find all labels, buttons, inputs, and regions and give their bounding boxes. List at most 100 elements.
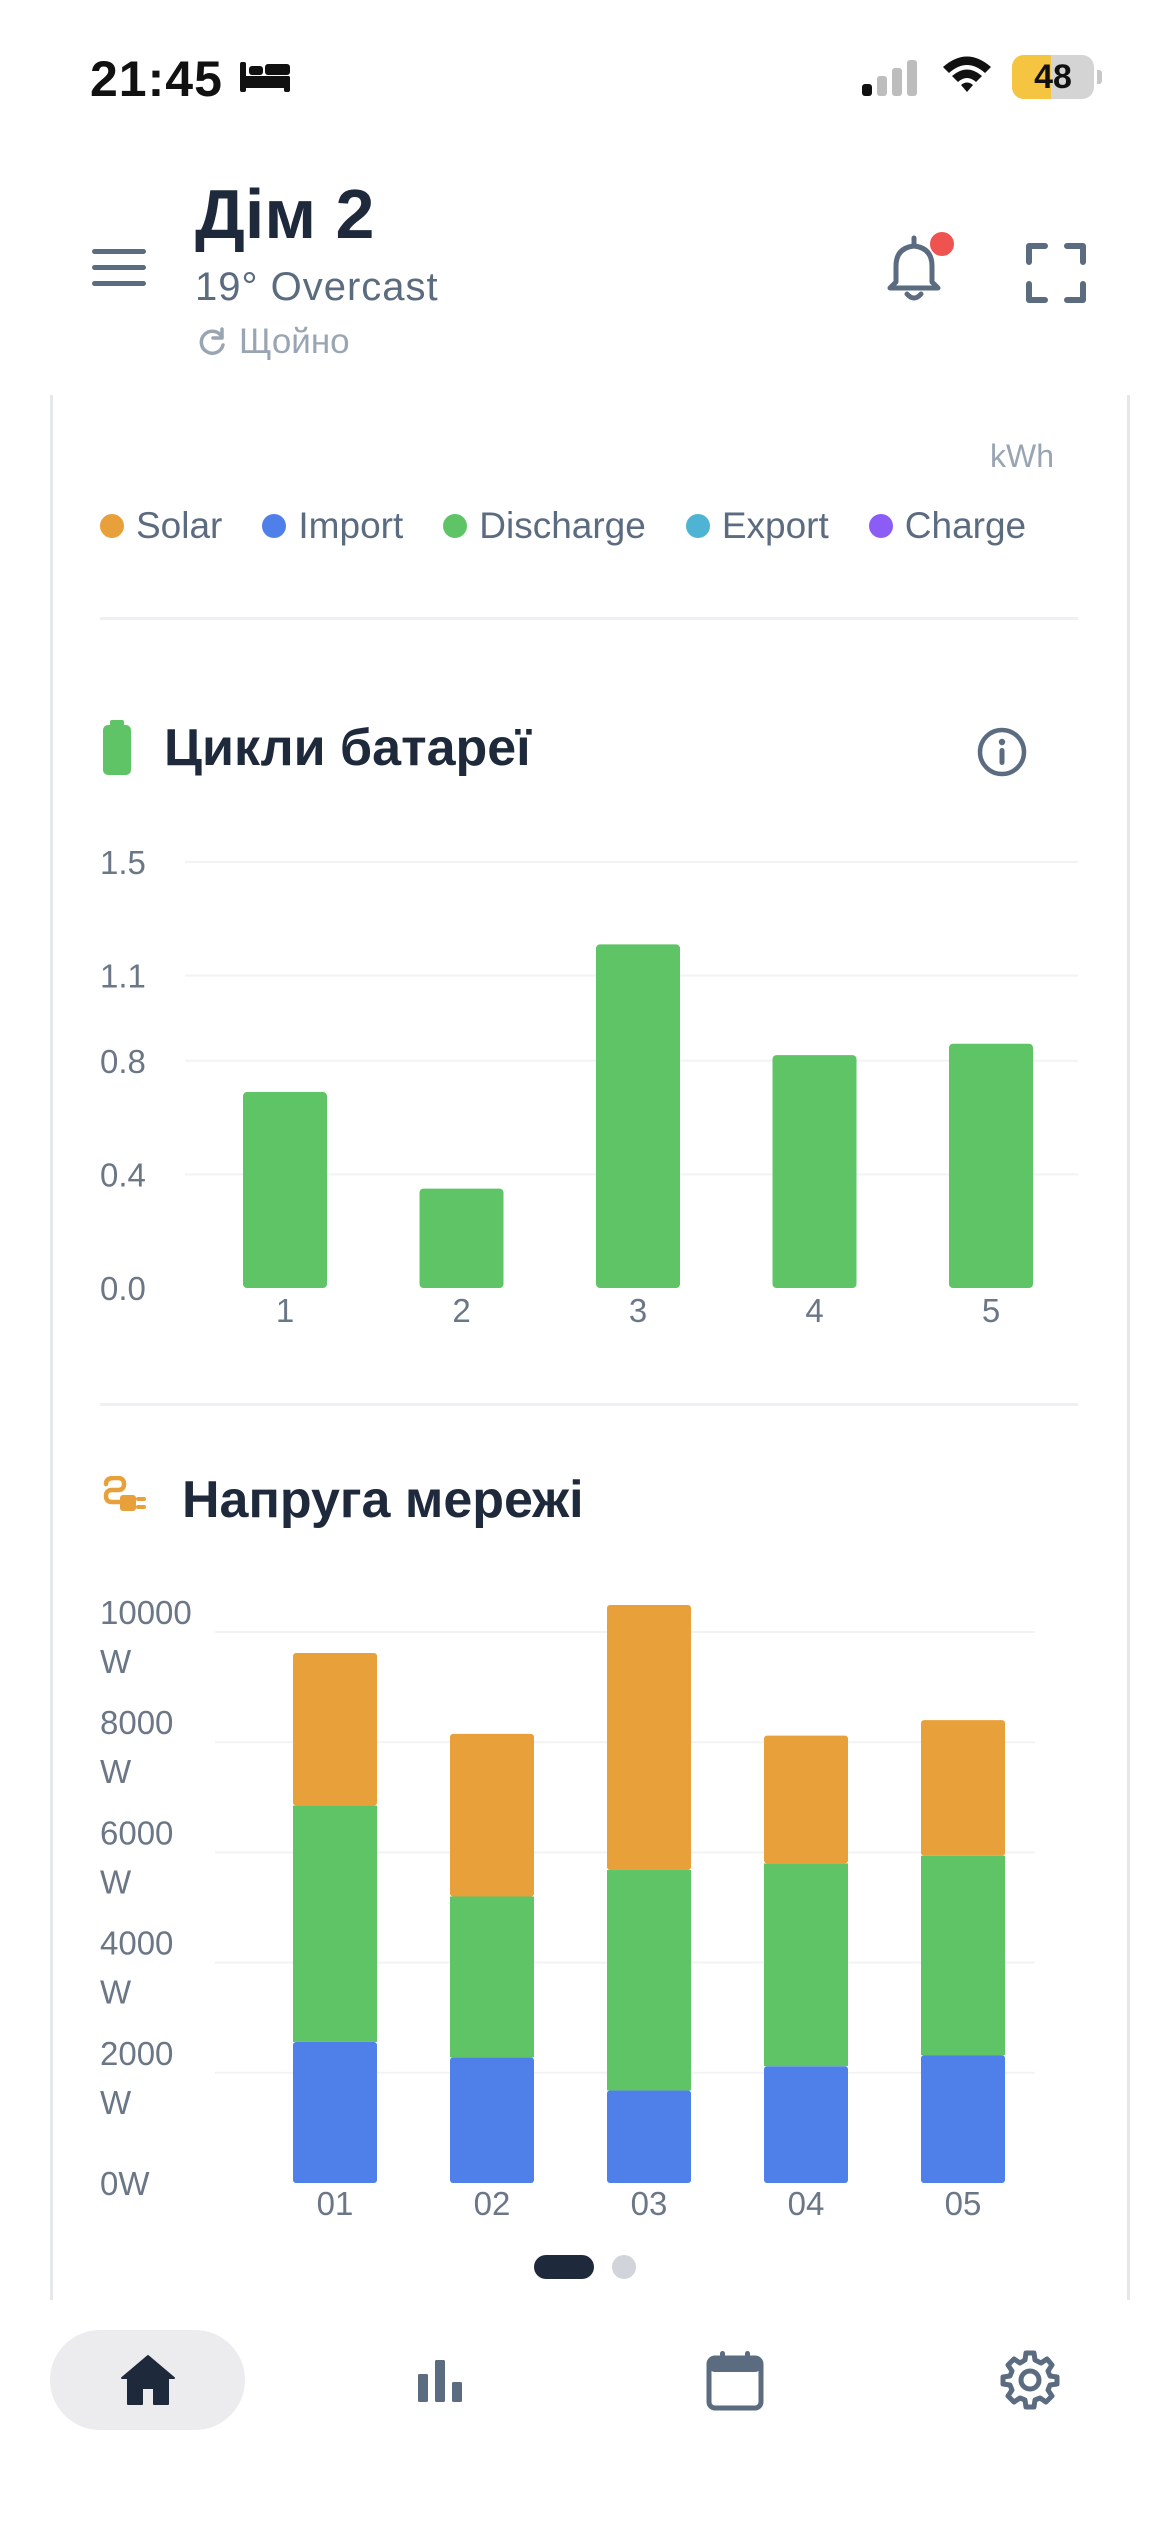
divider [100, 617, 1078, 620]
y-tick-label: W [100, 1863, 132, 1900]
y-tick-label: 1.5 [100, 844, 146, 881]
home-title[interactable]: Дім 2 [195, 175, 375, 253]
stacked-bar-segment [293, 1652, 377, 1806]
legend-dot [262, 514, 287, 538]
y-tick-label: 0.8 [100, 1043, 146, 1080]
legend-dot [443, 514, 468, 538]
battery-level: 48 [1034, 58, 1072, 96]
stacked-bar-segment [450, 2057, 534, 2183]
bar-chart-icon [418, 2360, 462, 2402]
info-button[interactable] [975, 725, 1029, 779]
x-tick-label: 02 [474, 2185, 511, 2222]
info-icon [977, 727, 1027, 777]
y-tick-label: 8000 [100, 1704, 173, 1741]
legend-label: Import [298, 505, 404, 546]
y-tick-label: W [100, 1643, 132, 1680]
stacked-bar-segment [293, 1805, 377, 2042]
stacked-bar-segment [450, 1896, 534, 2058]
x-tick-label: 5 [982, 1292, 1000, 1329]
settings-icon [1000, 2350, 1060, 2410]
x-tick-label: 01 [317, 2185, 354, 2222]
x-tick-label: 03 [631, 2185, 668, 2222]
x-tick-label: 4 [805, 1292, 823, 1329]
legend-item-discharge[interactable]: Discharge [443, 505, 646, 547]
page-dot-active[interactable] [534, 2255, 594, 2279]
x-tick-label: 2 [452, 1292, 470, 1329]
y-tick-label: 0W [100, 2165, 150, 2202]
legend-item-solar[interactable]: Solar [100, 505, 222, 547]
app-header: Дім 2 19° Overcast Щойно [0, 150, 1170, 390]
stacked-bar-segment [607, 2090, 691, 2183]
weather-text: 19° Overcast [195, 265, 439, 309]
notification-badge [930, 232, 954, 256]
wifi-icon [940, 52, 994, 101]
battery-icon: 48 [1012, 55, 1102, 99]
bar [243, 1092, 327, 1288]
stacked-bar-segment [764, 1735, 848, 1864]
y-tick-label: W [100, 2084, 132, 2121]
bed-icon [240, 58, 290, 99]
y-tick-label: 1.1 [100, 958, 146, 995]
tab-bar [0, 2300, 1170, 2532]
tab-settings[interactable] [980, 2330, 1080, 2430]
status-bar: 21:45 48 [0, 0, 1170, 150]
y-tick-label: 10000 [100, 1594, 192, 1631]
status-time: 21:45 [90, 51, 223, 107]
y-tick-label: 4000 [100, 1925, 173, 1962]
legend-label: Solar [136, 505, 223, 546]
tab-statistics[interactable] [390, 2330, 490, 2430]
notifications-button[interactable] [880, 230, 954, 310]
stacked-bar-segment [764, 2066, 848, 2183]
tab-home[interactable] [50, 2330, 245, 2430]
divider [100, 1403, 1078, 1406]
stacked-bar-segment [450, 1733, 534, 1897]
last-updated[interactable]: Щойно [195, 322, 350, 362]
grid-voltage-chart: 0W 2000 W 4000 W 6000 W 8000 W 10000 W 01 02 03 04 05 [100, 1594, 1035, 2222]
stacked-bar-segment [921, 1855, 1005, 2056]
page-dot[interactable] [612, 2255, 636, 2279]
stacked-bar-segment [921, 1720, 1005, 1856]
energy-unit-label: kWh [990, 438, 1054, 474]
stacked-bar-segment [293, 2041, 377, 2183]
bar [772, 1055, 857, 1288]
expand-icon [1026, 243, 1086, 303]
bell-icon [887, 235, 941, 301]
calendar-icon [706, 2351, 764, 2411]
energy-legend: Solar Import Discharge Export Charge [100, 505, 1026, 547]
cellular-signal-icon [860, 58, 920, 103]
grid-voltage-title: Напруга мережі [182, 1471, 584, 1529]
dashboard-card [50, 395, 1130, 2300]
legend-label: Discharge [479, 505, 646, 546]
stacked-bar-segment [764, 1863, 848, 2067]
x-tick-label: 3 [629, 1292, 647, 1329]
grid-voltage-header: Напруга мережі [100, 1470, 584, 1530]
legend-item-export[interactable]: Export [685, 505, 829, 547]
expand-button[interactable] [1025, 242, 1087, 304]
menu-button[interactable] [90, 245, 150, 295]
home-icon [120, 2355, 175, 2405]
legend-label: Export [721, 505, 829, 546]
last-updated-label: Щойно [239, 322, 350, 361]
bar [419, 1188, 504, 1288]
y-tick-label: W [100, 1974, 132, 2011]
legend-dot [100, 514, 124, 538]
stacked-bar-segment [607, 1605, 691, 1871]
battery-cycles-header: Цикли батареї [100, 718, 531, 778]
menu-icon [92, 249, 146, 286]
y-tick-label: 0.4 [100, 1156, 146, 1193]
x-tick-label: 04 [788, 2185, 825, 2222]
page-indicator[interactable] [0, 2255, 1170, 2279]
legend-item-charge[interactable]: Charge [868, 505, 1027, 547]
battery-cycles-title: Цикли батареї [164, 719, 531, 777]
stacked-bar-segment [607, 1870, 691, 2091]
legend-label: Charge [904, 505, 1027, 546]
y-tick-label: 6000 [100, 1814, 173, 1851]
bar [949, 1043, 1033, 1288]
bar [596, 944, 680, 1288]
x-tick-label: 05 [945, 2185, 982, 2222]
legend-dot [685, 514, 710, 538]
battery-icon [103, 720, 131, 775]
legend-item-import[interactable]: Import [262, 505, 403, 547]
x-tick-label: 1 [276, 1292, 294, 1329]
tab-calendar[interactable] [685, 2330, 785, 2430]
